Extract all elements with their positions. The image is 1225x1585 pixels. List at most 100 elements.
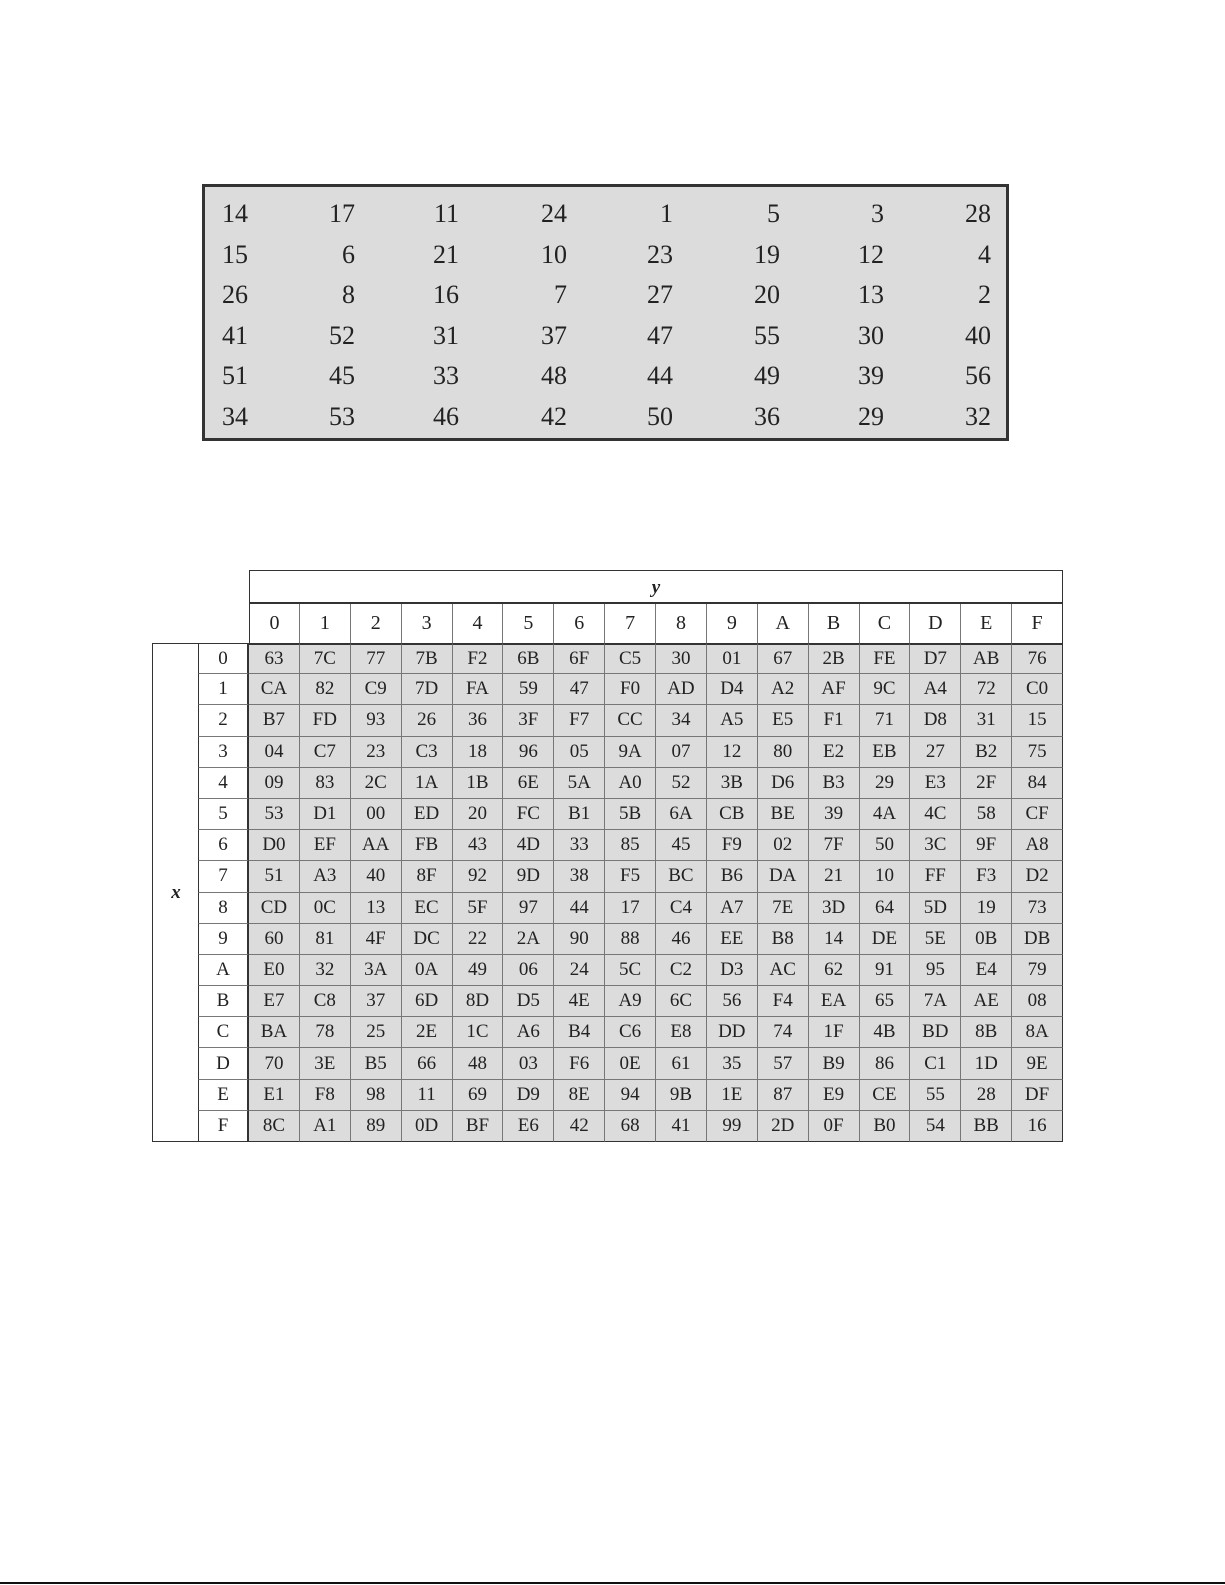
sbox-cell: CE [859,1079,911,1111]
sbox-cell: C9 [350,674,402,706]
sbox-cell: BE [757,798,809,831]
sbox-cell: 15 [1012,705,1063,737]
sbox-cell: 9D [503,861,555,893]
permutation-cell: 33 [433,361,459,390]
permutation-cell: 13 [858,280,884,309]
sbox-cell: A4 [910,674,962,706]
permutation-cell: 37 [541,320,567,350]
sbox-cell: 53 [249,798,300,831]
sbox-cell: DF [1012,1079,1063,1111]
sbox-cell: 69 [452,1079,504,1111]
sbox-cell: D1 [299,798,351,831]
sbox-cell: CC [605,705,656,737]
column-header: 4 [452,604,504,643]
sbox-cell: E5 [757,705,809,737]
sbox-cell: 32 [299,954,351,987]
sbox-cell: ED [401,798,453,831]
sbox-cell: D7 [910,643,962,675]
sbox-cell: 7F [808,830,860,862]
permutation-cell: 36 [754,401,780,431]
sbox-cell: 5F [452,892,504,924]
sbox-cell: 19 [961,892,1013,924]
permutation-cell: 31 [433,320,459,350]
sbox-cell: 64 [859,892,911,924]
row-header: 4 [198,767,249,799]
sbox-cell: 39 [808,798,860,831]
sbox-cell: 6B [503,643,555,675]
permutation-cell: 52 [329,320,355,350]
sbox-cell: 41 [656,1110,707,1143]
sbox-cell: D8 [910,705,962,737]
sbox-cell: 21 [808,861,860,893]
row-header: 7 [198,861,249,893]
sbox-cell: 0E [605,1048,656,1080]
sbox-cell: 71 [859,705,911,737]
sbox-cell: 40 [350,861,402,893]
sbox-cell: 38 [554,861,606,893]
permutation-cell: 17 [329,199,355,228]
sbox-cell: 2B [808,643,860,675]
permutation-cell: 23 [647,239,673,269]
sbox-cell: 9A [605,736,656,768]
sbox-cell: AB [961,643,1013,675]
row-header: D [198,1048,249,1080]
sbox-cell: DE [859,923,911,955]
sbox-cell: 98 [350,1079,402,1111]
sbox-cell: 6A [656,798,707,831]
sbox-cell: BF [452,1110,504,1143]
sbox-cell: 20 [452,798,504,831]
sbox-cell: 0B [961,923,1013,955]
sbox-cell: 62 [808,954,860,987]
sbox-cell: EE [706,923,758,955]
sbox-cell: 2F [961,767,1013,799]
sbox-cell: 79 [1012,954,1063,987]
sbox-cell: 9F [961,830,1013,862]
column-header: 7 [605,604,656,643]
sbox-cell: 44 [554,892,606,924]
sbox-cell: 1D [961,1048,1013,1080]
sbox-cell: 72 [961,674,1013,706]
sbox-cell: 0F [808,1110,860,1143]
sbox-cell: 8A [1012,1017,1063,1049]
sbox-cell: 5B [605,798,656,831]
sbox-cell: 8F [401,861,453,893]
sbox-cell: 16 [1012,1110,1063,1143]
sbox-cell: 4A [859,798,911,831]
sbox-cell: 59 [503,674,555,706]
sbox-cell: 83 [299,767,351,799]
row-header: 1 [198,674,249,706]
row-header: 6 [198,830,249,862]
sbox-cell: 8B [961,1017,1013,1049]
sbox-cell: B0 [859,1110,911,1143]
sbox-cell: 6F [554,643,606,675]
sbox-cell: 65 [859,986,911,1018]
page-bottom-rule [0,1582,1225,1584]
sbox-cell: 2D [757,1110,809,1143]
sbox-cell: 93 [350,705,402,737]
sbox-cell: 92 [452,861,504,893]
permutation-cell: 47 [647,320,673,350]
sbox-cell: 09 [249,767,300,799]
sbox-cell: 46 [656,923,707,955]
sbox-cell: 33 [554,830,606,862]
column-header: A [757,604,809,643]
permutation-cell: 28 [965,199,991,228]
sbox-cell: 9B [656,1079,707,1111]
sbox-cell: 14 [808,923,860,955]
sbox-cell: DB [1012,923,1063,955]
sbox-cell: 77 [350,643,402,675]
permutation-cell: 42 [541,401,567,431]
sbox-cell: 02 [757,830,809,862]
sbox-cell: 4C [910,798,962,831]
sbox-cell: D5 [503,986,555,1018]
sbox-cell: E2 [808,736,860,768]
sbox-cell: E1 [249,1079,300,1111]
sbox-cell: D4 [706,674,758,706]
sbox-cell: 66 [401,1048,453,1080]
sbox-cell: CF [1012,798,1063,831]
sbox-cell: D6 [757,767,809,799]
sbox-cell: 48 [452,1048,504,1080]
sbox-cell: B8 [757,923,809,955]
sbox-cell: 9C [859,674,911,706]
permutation-cell: 44 [647,361,673,390]
